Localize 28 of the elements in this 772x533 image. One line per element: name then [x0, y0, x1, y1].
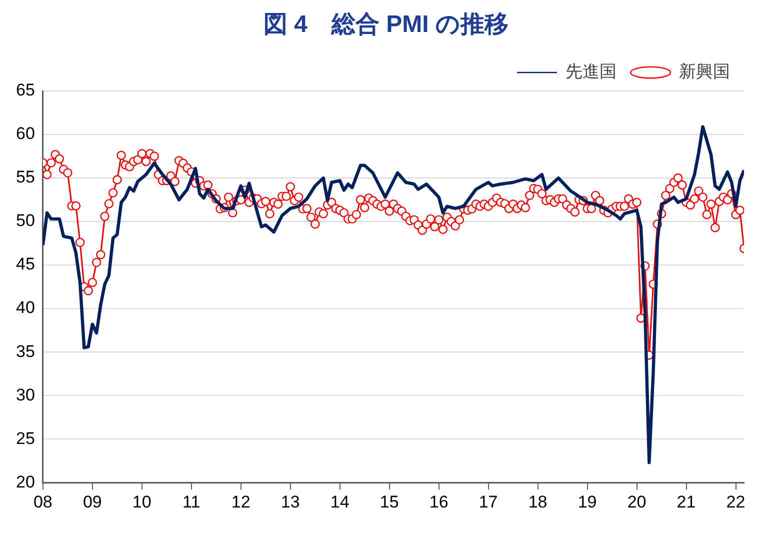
x-tick-label: 16: [429, 492, 448, 512]
y-tick-label: 65: [16, 80, 35, 100]
x-tick-label: 15: [380, 492, 399, 512]
legend-label: 新興国: [679, 62, 730, 82]
y-tick-label: 40: [16, 298, 35, 318]
x-tick-label: 21: [676, 492, 696, 512]
y-tick-label: 35: [16, 342, 35, 361]
x-tick-label: 22: [726, 492, 746, 512]
chart-title: 図 4 総合 PMI の推移: [262, 10, 510, 40]
y-tick-label: 60: [16, 124, 35, 144]
x-tick-label: 14: [330, 492, 350, 512]
x-tick-label: 18: [528, 492, 548, 512]
x-tick-label: 08: [33, 492, 52, 512]
y-tick-label: 20: [16, 472, 35, 492]
x-tick-label: 17: [478, 492, 498, 512]
y-tick-label: 45: [16, 254, 35, 274]
x-tick-label: 20: [627, 492, 646, 512]
y-tick-label: 30: [16, 385, 35, 404]
legend-label: 先進国: [566, 62, 616, 82]
y-tick-label: 55: [16, 168, 35, 187]
x-tick-label: 09: [82, 492, 102, 512]
x-tick-label: 12: [231, 492, 250, 512]
x-tick-label: 19: [578, 492, 597, 512]
x-tick-label: 11: [182, 492, 200, 512]
x-tick-label: 13: [280, 492, 300, 512]
y-tick-label: 25: [16, 428, 35, 448]
y-tick-label: 50: [16, 211, 35, 230]
x-tick-label: 10: [132, 492, 152, 512]
